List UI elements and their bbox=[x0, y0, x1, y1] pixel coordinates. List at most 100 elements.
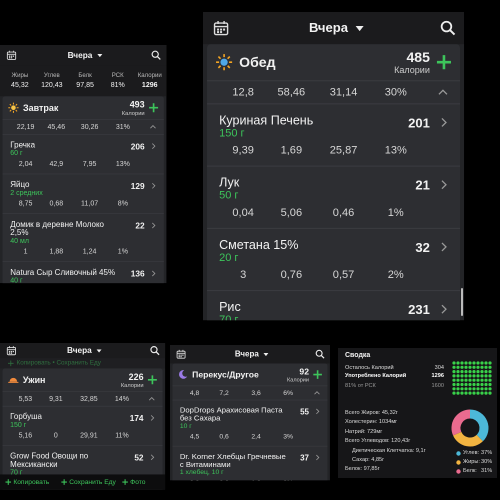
date-dropdown[interactable] bbox=[263, 352, 269, 357]
food-kcal: 52 bbox=[134, 452, 144, 463]
item-chevron[interactable] bbox=[150, 454, 155, 461]
action-button[interactable]: Копировать bbox=[13, 478, 50, 486]
food-item[interactable]: Natura Сыр Сливочный 45%40 г10,4088%136 bbox=[3, 262, 164, 283]
item-chevron[interactable] bbox=[440, 180, 448, 190]
meal-name: Завтрак bbox=[23, 102, 59, 113]
meal-totals: 4,8 7,2 3,6 6% bbox=[172, 386, 328, 401]
food-name: Яйцо bbox=[10, 180, 30, 189]
search-button[interactable] bbox=[315, 349, 325, 359]
meal-kcal-label: Калории bbox=[287, 376, 309, 383]
food-item[interactable]: Домик в деревне Молоко 2,5% 40 мл 1 1,88 1,2… bbox=[2, 214, 164, 262]
item-chevron[interactable] bbox=[315, 454, 320, 461]
item-chevron[interactable] bbox=[151, 270, 156, 277]
summary-row-label: 81% от РСК bbox=[345, 383, 376, 389]
add-food-button[interactable] bbox=[147, 375, 157, 385]
date-title[interactable]: Вчера bbox=[67, 345, 92, 356]
food-item[interactable]: Куриная Печень 150 г 9,39 1,69 25,87 13% 201 bbox=[207, 104, 461, 167]
date-title[interactable]: Вчера bbox=[234, 349, 259, 359]
food-item[interactable]: Dr. Korner Хлебцы Гречневые с Витаминами… bbox=[172, 446, 327, 480]
item-chevron[interactable] bbox=[150, 415, 155, 421]
date-dropdown[interactable] bbox=[96, 349, 102, 353]
food-item[interactable]: Лук 50 г 0,04 5,06 0,46 1% 21 bbox=[207, 167, 461, 229]
nutrient-value: 11% bbox=[115, 431, 129, 440]
nutrient-line: Диетическая Клетчатка: 9,1г bbox=[352, 447, 426, 454]
food-name: Рис bbox=[219, 300, 241, 315]
meal-kcal-label: Калории bbox=[121, 109, 145, 117]
add-food-button[interactable] bbox=[313, 370, 323, 380]
summary-value: 81% bbox=[110, 81, 125, 90]
meal-kcal-label: Калории bbox=[394, 65, 430, 76]
plus-icon[interactable] bbox=[5, 479, 12, 485]
meal-card: Завтрак 493 Калории 22,19 45,46 30,26 31% Гречк… bbox=[2, 96, 164, 284]
food-nutrients: 0,3 6,6 1,2 2% bbox=[180, 478, 293, 480]
calendar-button[interactable] bbox=[6, 50, 17, 60]
total-value: 30,26 bbox=[80, 123, 99, 131]
nutrient-value: 8% bbox=[117, 199, 128, 208]
collapse-button[interactable] bbox=[150, 124, 156, 129]
item-chevron[interactable] bbox=[440, 117, 448, 127]
food-item[interactable]: DopDrops Арахисовая Паста без Сахара 10 г… bbox=[172, 400, 328, 447]
food-amount: 150 г bbox=[10, 421, 27, 429]
item-chevron[interactable] bbox=[151, 222, 156, 229]
nutrient-value: 5,06 bbox=[280, 206, 303, 219]
nutrient-line: Всего Жиров: 45,32г bbox=[345, 410, 398, 416]
food-nutrients: 4,5 0,6 2,4 3% bbox=[180, 432, 293, 441]
date-title[interactable]: Вчера bbox=[67, 50, 93, 60]
plus-icon[interactable] bbox=[61, 479, 67, 485]
nutrient-value: 11,07 bbox=[81, 199, 99, 208]
nutrient-value: 13% bbox=[384, 144, 407, 157]
plus-icon bbox=[8, 360, 14, 367]
top-bar: Вчера bbox=[170, 345, 330, 364]
food-item[interactable]: Гречка 60 г 2,04 42,9 7,95 13% 206 bbox=[2, 135, 164, 175]
add-food-button[interactable] bbox=[436, 54, 452, 70]
food-item[interactable]: Яйцо 2 средних 8,75 0,68 11,07 8% 129 bbox=[2, 174, 164, 214]
food-amount: 70 г bbox=[219, 314, 239, 321]
food-kcal: 55 bbox=[300, 407, 309, 417]
search-button[interactable] bbox=[440, 20, 456, 36]
item-chevron[interactable] bbox=[440, 242, 448, 252]
food-name: Домик в деревне Молоко 2,5% bbox=[10, 219, 104, 237]
nutrient-line: Натрий: 729мг bbox=[345, 428, 383, 435]
collapse-button[interactable] bbox=[148, 396, 155, 401]
nutrient-value: 0,57 bbox=[332, 269, 355, 282]
food-nutrients: 1 1,88 1,24 1% bbox=[10, 247, 128, 256]
plus-icon[interactable] bbox=[122, 479, 128, 485]
date-dropdown[interactable] bbox=[355, 26, 364, 32]
search-button[interactable] bbox=[150, 346, 160, 356]
search-button[interactable] bbox=[151, 50, 161, 60]
total-value: 31% bbox=[115, 123, 130, 131]
food-kcal: 174 bbox=[129, 413, 144, 424]
food-item[interactable]: Горбуша 150 г 5,16 0 29,91 11% 174 bbox=[2, 407, 163, 446]
action-button[interactable]: Сохранить Еду bbox=[69, 478, 116, 486]
action-button[interactable]: Фото bbox=[130, 478, 146, 486]
nutrient-value: 0,6 bbox=[219, 432, 229, 441]
date-dropdown[interactable] bbox=[97, 53, 103, 58]
nutrient-line: Холестерин: 1034мг bbox=[345, 419, 398, 426]
item-chevron[interactable] bbox=[151, 182, 156, 189]
calendar-button[interactable] bbox=[6, 346, 17, 356]
food-kcal: 37 bbox=[300, 453, 309, 463]
meal-header: Завтрак 493 Калории bbox=[2, 96, 164, 120]
item-chevron[interactable] bbox=[151, 143, 156, 149]
item-chevron[interactable] bbox=[315, 408, 320, 415]
food-amount: 60 г bbox=[10, 149, 23, 157]
food-item[interactable]: Сметана 15% 20 г 3 0,76 0,57 2% 32 bbox=[207, 229, 461, 292]
summary-label: Жиры bbox=[11, 71, 29, 79]
calendar-button[interactable] bbox=[176, 349, 186, 359]
nutrient-value: 0,76 bbox=[280, 269, 303, 282]
calendar-button[interactable] bbox=[213, 20, 229, 36]
nutrient-value: 1 bbox=[23, 247, 28, 256]
add-food-button[interactable] bbox=[148, 103, 159, 113]
total-value: 30% bbox=[384, 86, 407, 99]
item-chevron[interactable] bbox=[440, 304, 448, 314]
collapse-button[interactable] bbox=[438, 88, 448, 96]
nutrient-value: 1,69 bbox=[280, 144, 303, 157]
nutrient-value: 0,68 bbox=[49, 199, 64, 208]
summary-row-label: Употреблено Калорий bbox=[345, 373, 407, 379]
food-amount: 40 г bbox=[10, 276, 23, 284]
date-title[interactable]: Вчера bbox=[309, 20, 348, 36]
food-amount: 2 средних bbox=[10, 189, 43, 197]
collapse-button[interactable] bbox=[314, 391, 320, 396]
nutrient-value: 2% bbox=[283, 479, 293, 480]
